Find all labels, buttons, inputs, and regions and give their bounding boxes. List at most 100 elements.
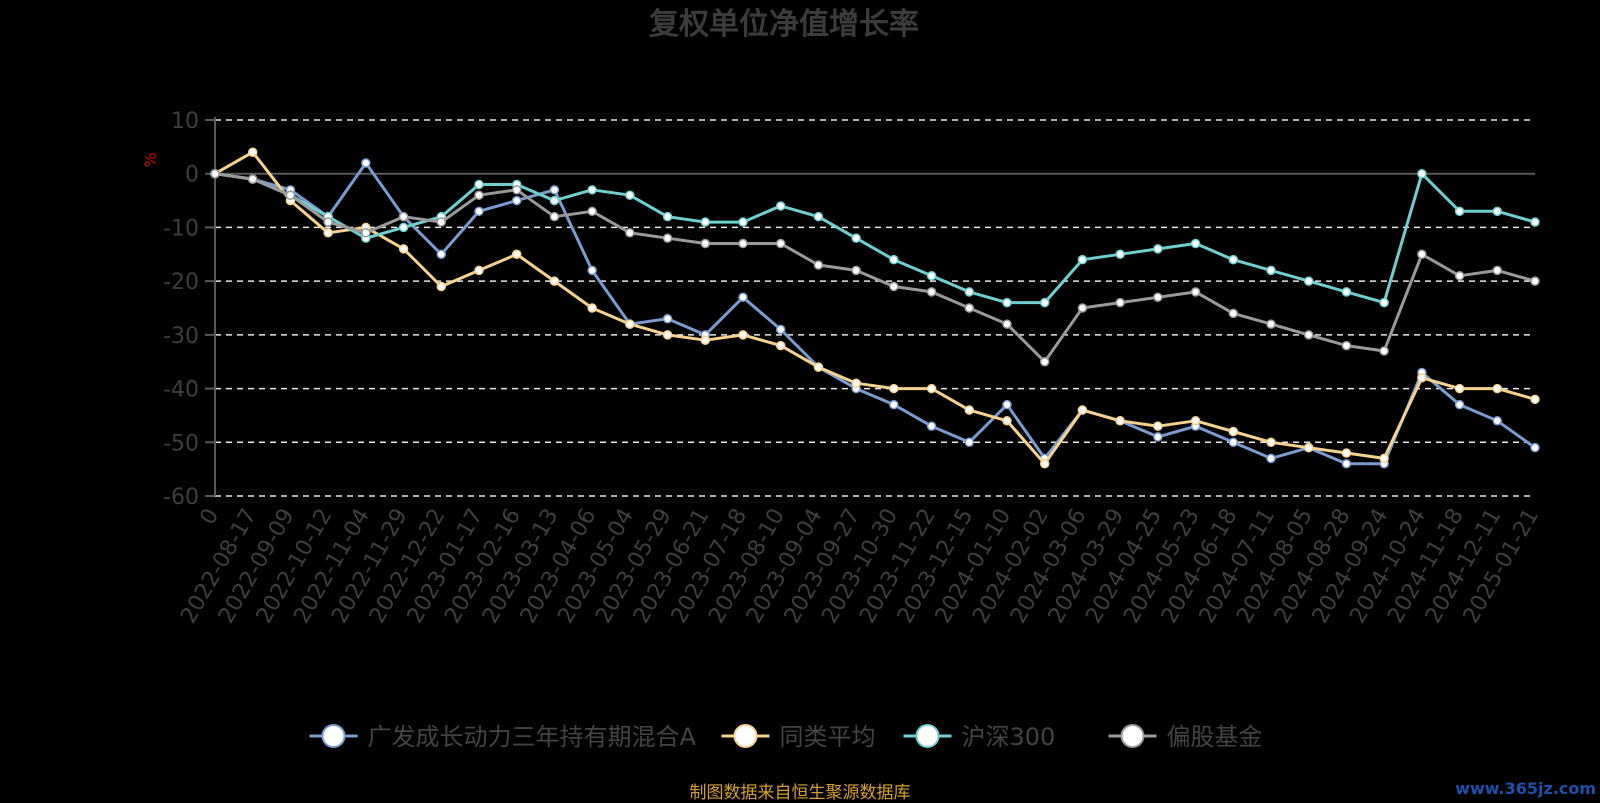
- legend-item-3[interactable]: 偏股基金: [1108, 723, 1263, 751]
- data-point: [1303, 442, 1314, 453]
- gridlines: [215, 119, 1535, 497]
- data-point: [1454, 271, 1465, 281]
- data-point: [1454, 206, 1465, 217]
- data-point: [964, 287, 975, 297]
- data-point: [889, 281, 899, 292]
- chart-title: 复权单位净值增长率: [649, 7, 919, 42]
- data-point: [1266, 437, 1276, 448]
- data-point: [964, 303, 975, 313]
- data-point: [1530, 394, 1540, 405]
- data-point: [1492, 383, 1503, 394]
- legend-label: 沪深300: [962, 723, 1056, 751]
- legend-item-1[interactable]: 同类平均: [721, 723, 876, 751]
- data-source-note: 制图数据来自恒生聚源数据库: [689, 783, 911, 803]
- data-point: [662, 313, 673, 324]
- data-point: [1153, 432, 1163, 442]
- data-point: [1002, 416, 1012, 426]
- y-tick-label: -10: [163, 216, 199, 241]
- data-point: [436, 281, 447, 292]
- data-point: [361, 158, 371, 168]
- data-point: [1379, 453, 1389, 464]
- data-point: [1303, 276, 1314, 286]
- data-point: [549, 211, 560, 222]
- x-axis-ticks: 02022-08-172022-09-092022-10-122022-11-0…: [176, 504, 1544, 627]
- data-point: [851, 233, 861, 243]
- legend-item-2[interactable]: 沪深300: [903, 723, 1056, 751]
- legend-item-0[interactable]: 广发成长动力三年持有期混合A: [309, 723, 697, 751]
- legend-label: 同类平均: [780, 723, 876, 751]
- data-point: [1115, 249, 1125, 260]
- data-point: [1002, 399, 1012, 410]
- legend-marker: [321, 724, 346, 748]
- data-point: [1228, 254, 1239, 265]
- legend-marker: [915, 724, 940, 748]
- data-point: [738, 238, 748, 249]
- legend-marker: [733, 724, 758, 748]
- data-point: [1530, 217, 1540, 227]
- data-point: [549, 195, 560, 206]
- data-point: [1492, 416, 1503, 426]
- data-point: [436, 217, 447, 227]
- data-point: [1417, 373, 1427, 383]
- data-point: [1266, 265, 1276, 276]
- data-point: [1341, 459, 1352, 469]
- data-point: [398, 244, 409, 254]
- data-point: [1077, 254, 1088, 265]
- y-axis-ticks: 10 0 -10 -20 -30 -40 -50 -60: [163, 109, 215, 510]
- legend-label: 广发成长动力三年持有期混合A: [368, 723, 697, 751]
- data-point: [1266, 319, 1276, 329]
- data-point: [964, 405, 975, 415]
- data-point: [1454, 399, 1465, 410]
- y-tick-label: -50: [163, 431, 199, 456]
- data-point: [738, 292, 748, 303]
- y-tick-label: -40: [163, 378, 199, 403]
- series-line-0: [214, 161, 1536, 466]
- data-point: [1379, 346, 1389, 356]
- data-point: [1039, 297, 1050, 308]
- data-point: [474, 190, 484, 200]
- series-line-1: [214, 150, 1536, 466]
- data-point: [1379, 297, 1389, 308]
- data-point: [549, 276, 560, 286]
- data-point: [662, 233, 673, 243]
- data-point: [587, 206, 597, 217]
- data-point: [1530, 442, 1540, 453]
- data-point: [511, 195, 522, 206]
- data-point: [813, 260, 824, 270]
- series-line-2: [214, 172, 1536, 305]
- data-point: [625, 228, 635, 238]
- y-tick-label: -60: [163, 485, 199, 510]
- data-point: [285, 190, 296, 200]
- data-point: [587, 303, 597, 313]
- data-point: [1492, 265, 1503, 276]
- data-point: [587, 185, 597, 195]
- data-point: [851, 378, 861, 388]
- data-point: [1153, 421, 1163, 431]
- data-point: [1228, 308, 1239, 319]
- data-point: [398, 222, 409, 233]
- data-point: [1077, 303, 1088, 313]
- data-point: [1341, 448, 1352, 458]
- y-tick-label: 10: [171, 109, 199, 134]
- y-tick-label: -20: [163, 270, 199, 295]
- data-point: [775, 324, 786, 335]
- data-point: [474, 179, 484, 190]
- data-point: [889, 399, 899, 410]
- data-point: [889, 254, 899, 265]
- data-point: [1002, 297, 1012, 308]
- data-point: [1417, 249, 1427, 260]
- data-point: [511, 249, 522, 260]
- data-point: [1039, 356, 1050, 367]
- y-tick-label: -30: [163, 324, 199, 349]
- data-point: [1303, 330, 1314, 340]
- data-point: [738, 330, 748, 340]
- data-point: [775, 201, 786, 211]
- data-point: [775, 340, 786, 351]
- data-point: [700, 238, 711, 249]
- data-point: [1190, 416, 1201, 426]
- data-point: [1492, 206, 1503, 217]
- legend[interactable]: 广发成长动力三年持有期混合A 同类平均 沪深300 偏股基金: [309, 723, 1263, 751]
- legend-label: 偏股基金: [1167, 723, 1263, 751]
- data-point: [323, 217, 333, 227]
- data-point: [587, 265, 597, 276]
